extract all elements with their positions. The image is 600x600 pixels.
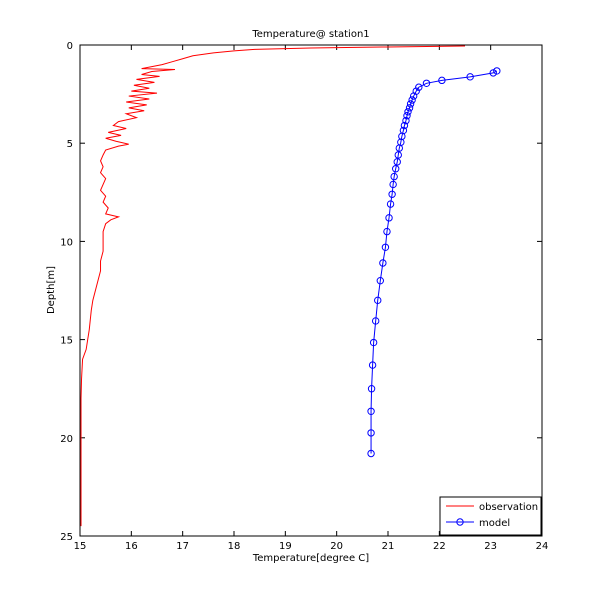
y-tick-label: 5 (67, 139, 73, 150)
data-point-model (385, 214, 393, 222)
legend-box (439, 496, 542, 536)
data-point-model (381, 243, 390, 251)
x-tick-label: 20 (330, 541, 343, 552)
data-point-model (405, 104, 414, 112)
y-tick-label: 10 (60, 237, 73, 248)
series-layer (80, 45, 501, 527)
data-point-model (395, 144, 403, 152)
y-tick-label: 15 (60, 336, 73, 347)
data-point-model (367, 407, 375, 415)
data-point-model (409, 92, 418, 100)
data-point-model (489, 69, 497, 77)
x-tick-label: 19 (279, 541, 292, 552)
data-point-model (403, 112, 411, 120)
data-point-model (415, 83, 423, 91)
data-point-model (369, 338, 378, 347)
y-tick-label: 25 (60, 532, 73, 543)
data-point-model (371, 317, 380, 325)
data-point-model (393, 158, 401, 166)
x-axis-label: Temperature[degree C] (252, 553, 369, 564)
x-tick-label: 15 (74, 541, 87, 552)
data-point-model (400, 121, 409, 130)
data-point-model (367, 429, 375, 437)
data-point-model (383, 227, 391, 236)
data-point-model (368, 361, 377, 369)
data-point-model (406, 100, 415, 108)
legend: observation model (439, 496, 542, 536)
data-point-model (394, 151, 402, 159)
data-point-model (493, 67, 501, 75)
chart-title: Temperature@ station1 (251, 29, 369, 40)
plot-area (79, 44, 543, 537)
data-point-model (466, 73, 474, 81)
y-tick-label: 0 (67, 41, 73, 52)
data-point-model (402, 116, 410, 125)
x-axis-ticks: 15 16 17 18 19 20 21 22 23 24 (74, 45, 549, 552)
data-point-model (438, 76, 446, 85)
data-point-model (389, 180, 397, 189)
legend-label-model: model (479, 518, 510, 529)
data-point-model (367, 449, 375, 458)
x-tick-label: 23 (484, 541, 497, 552)
legend-marker-model (456, 518, 464, 526)
y-axis-ticks: 0 5 10 15 20 25 (60, 41, 542, 543)
x-tick-label: 17 (176, 541, 189, 552)
x-tick-label: 22 (433, 541, 446, 552)
x-tick-label: 18 (228, 541, 241, 552)
y-axis-label: Depth[m] (46, 266, 57, 314)
data-point-model (376, 276, 384, 285)
series-line-observation (80, 45, 466, 527)
data-point-model (388, 190, 396, 198)
data-point-model (422, 79, 431, 87)
x-tick-label: 24 (536, 541, 549, 552)
data-point-model (379, 259, 387, 267)
data-point-model (386, 200, 395, 208)
data-point-model (374, 296, 382, 305)
legend-label-observation: observation (479, 502, 538, 513)
y-tick-label: 20 (60, 434, 73, 445)
data-point-model (390, 172, 398, 181)
x-tick-label: 16 (125, 541, 138, 552)
x-tick-label: 21 (382, 541, 395, 552)
data-point-model (408, 96, 416, 104)
data-point-model (404, 108, 412, 116)
data-point-model (367, 385, 376, 393)
data-point-model (392, 165, 400, 173)
